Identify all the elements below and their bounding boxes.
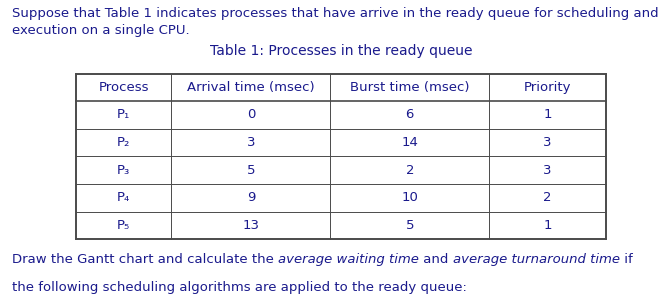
Text: Table 1: Processes in the ready queue: Table 1: Processes in the ready queue bbox=[210, 44, 472, 58]
Text: 10: 10 bbox=[401, 191, 418, 204]
Text: 13: 13 bbox=[242, 219, 260, 232]
Text: 3: 3 bbox=[544, 164, 551, 177]
Text: Suppose that Table 1 indicates processes that have arrive in the ready queue for: Suppose that Table 1 indicates processes… bbox=[12, 8, 659, 20]
Text: 0: 0 bbox=[247, 108, 255, 122]
Text: Priority: Priority bbox=[524, 81, 571, 94]
Text: P₄: P₄ bbox=[117, 191, 130, 204]
Text: 14: 14 bbox=[401, 136, 418, 149]
Text: Arrival time (msec): Arrival time (msec) bbox=[187, 81, 314, 94]
Text: 3: 3 bbox=[247, 136, 255, 149]
Text: P₁: P₁ bbox=[117, 108, 130, 122]
Text: P₃: P₃ bbox=[117, 164, 130, 177]
Text: if: if bbox=[620, 253, 632, 266]
Text: 6: 6 bbox=[406, 108, 414, 122]
Text: and: and bbox=[419, 253, 453, 266]
Text: Draw the Gantt chart and calculate the: Draw the Gantt chart and calculate the bbox=[12, 253, 278, 266]
Text: Process: Process bbox=[99, 81, 149, 94]
Text: P₂: P₂ bbox=[117, 136, 130, 149]
Text: P₅: P₅ bbox=[117, 219, 130, 232]
Text: 1: 1 bbox=[544, 108, 551, 122]
Text: 3: 3 bbox=[544, 136, 551, 149]
Text: 5: 5 bbox=[406, 219, 414, 232]
Text: 2: 2 bbox=[544, 191, 551, 204]
Text: the following scheduling algorithms are applied to the ready queue:: the following scheduling algorithms are … bbox=[12, 281, 467, 294]
Text: average waiting time: average waiting time bbox=[278, 253, 419, 266]
Text: 5: 5 bbox=[247, 164, 255, 177]
Bar bbox=[76, 74, 606, 239]
Text: average turnaround time: average turnaround time bbox=[453, 253, 620, 266]
Text: 1: 1 bbox=[544, 219, 551, 232]
Text: Burst time (msec): Burst time (msec) bbox=[350, 81, 469, 94]
Text: 2: 2 bbox=[406, 164, 414, 177]
Text: 9: 9 bbox=[247, 191, 255, 204]
Text: execution on a single CPU.: execution on a single CPU. bbox=[12, 24, 189, 37]
